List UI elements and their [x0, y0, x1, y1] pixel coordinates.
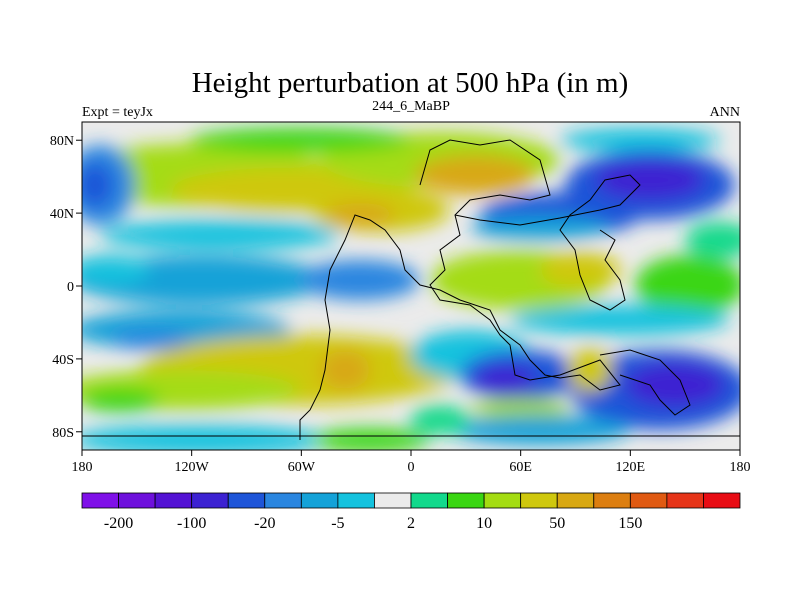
colorbar-label: -100: [177, 515, 206, 532]
colorbar: -200 -100 -20 -5 2 10 50 150: [81, 492, 741, 532]
x-tick-label: 180: [730, 460, 751, 475]
colorbar-swatch: [410, 492, 448, 509]
x-tick-label: 120E: [616, 460, 646, 475]
x-tick-label: 0: [408, 460, 415, 475]
coastline-europe-africa: [299, 139, 621, 440]
coastline-asia: [454, 174, 641, 311]
colorbar-swatch: [300, 492, 339, 509]
field-blobs: [82, 128, 740, 450]
chart-title: Height perturbation at 500 hPa (in m): [192, 67, 629, 99]
colorbar-swatch: [666, 492, 704, 509]
subtitle-right: ANN: [710, 105, 740, 120]
colorbar-swatch: [154, 492, 193, 509]
y-tick-label: 0: [67, 280, 74, 295]
contour-field: [82, 122, 740, 450]
colorbar-swatch: [227, 492, 266, 509]
subtitle-center: 244_6_MaBP: [372, 99, 450, 114]
colorbar-swatch: [593, 492, 631, 509]
colorbar-swatch: [629, 492, 668, 509]
y-tick-label: 40S: [52, 353, 74, 368]
x-tick-label: 180: [72, 460, 93, 475]
y-tick-label: 80S: [52, 426, 74, 441]
y-tick-label: 80N: [50, 134, 74, 149]
colorbar-swatch: [191, 492, 229, 509]
colorbar-label: 50: [549, 515, 565, 532]
x-tick-label: 120W: [175, 460, 210, 475]
colorbar-label: 150: [618, 515, 642, 532]
colorbar-label: -200: [104, 515, 133, 532]
coastline-australia: [599, 349, 691, 416]
colorbar-label: 10: [476, 515, 492, 532]
colorbar-swatch: [118, 492, 156, 509]
colorbar-swatch: [556, 492, 595, 509]
colorbar-swatch: [81, 492, 119, 509]
colorbar-swatch: [483, 492, 522, 509]
x-axis: 180 120W 60W 0 60E 120E 180: [72, 450, 751, 475]
y-axis: 80N 40N 0 40S 80S: [50, 134, 82, 441]
colorbar-swatch: [520, 492, 558, 509]
colorbar-label: -20: [254, 515, 275, 532]
x-tick-label: 60E: [509, 460, 532, 475]
coastlines: [82, 139, 740, 440]
colorbar-swatch: [264, 492, 302, 509]
colorbar-swatch: [374, 492, 412, 509]
colorbar-swatch: [337, 492, 375, 509]
colorbar-label: 2: [407, 515, 415, 532]
x-tick-label: 60W: [288, 460, 316, 475]
colorbar-label: -5: [331, 515, 344, 532]
colorbar-swatch: [703, 492, 741, 509]
subtitle-left: Expt = teyJx: [82, 105, 153, 120]
y-tick-label: 40N: [50, 207, 74, 222]
colorbar-swatch: [447, 492, 485, 509]
